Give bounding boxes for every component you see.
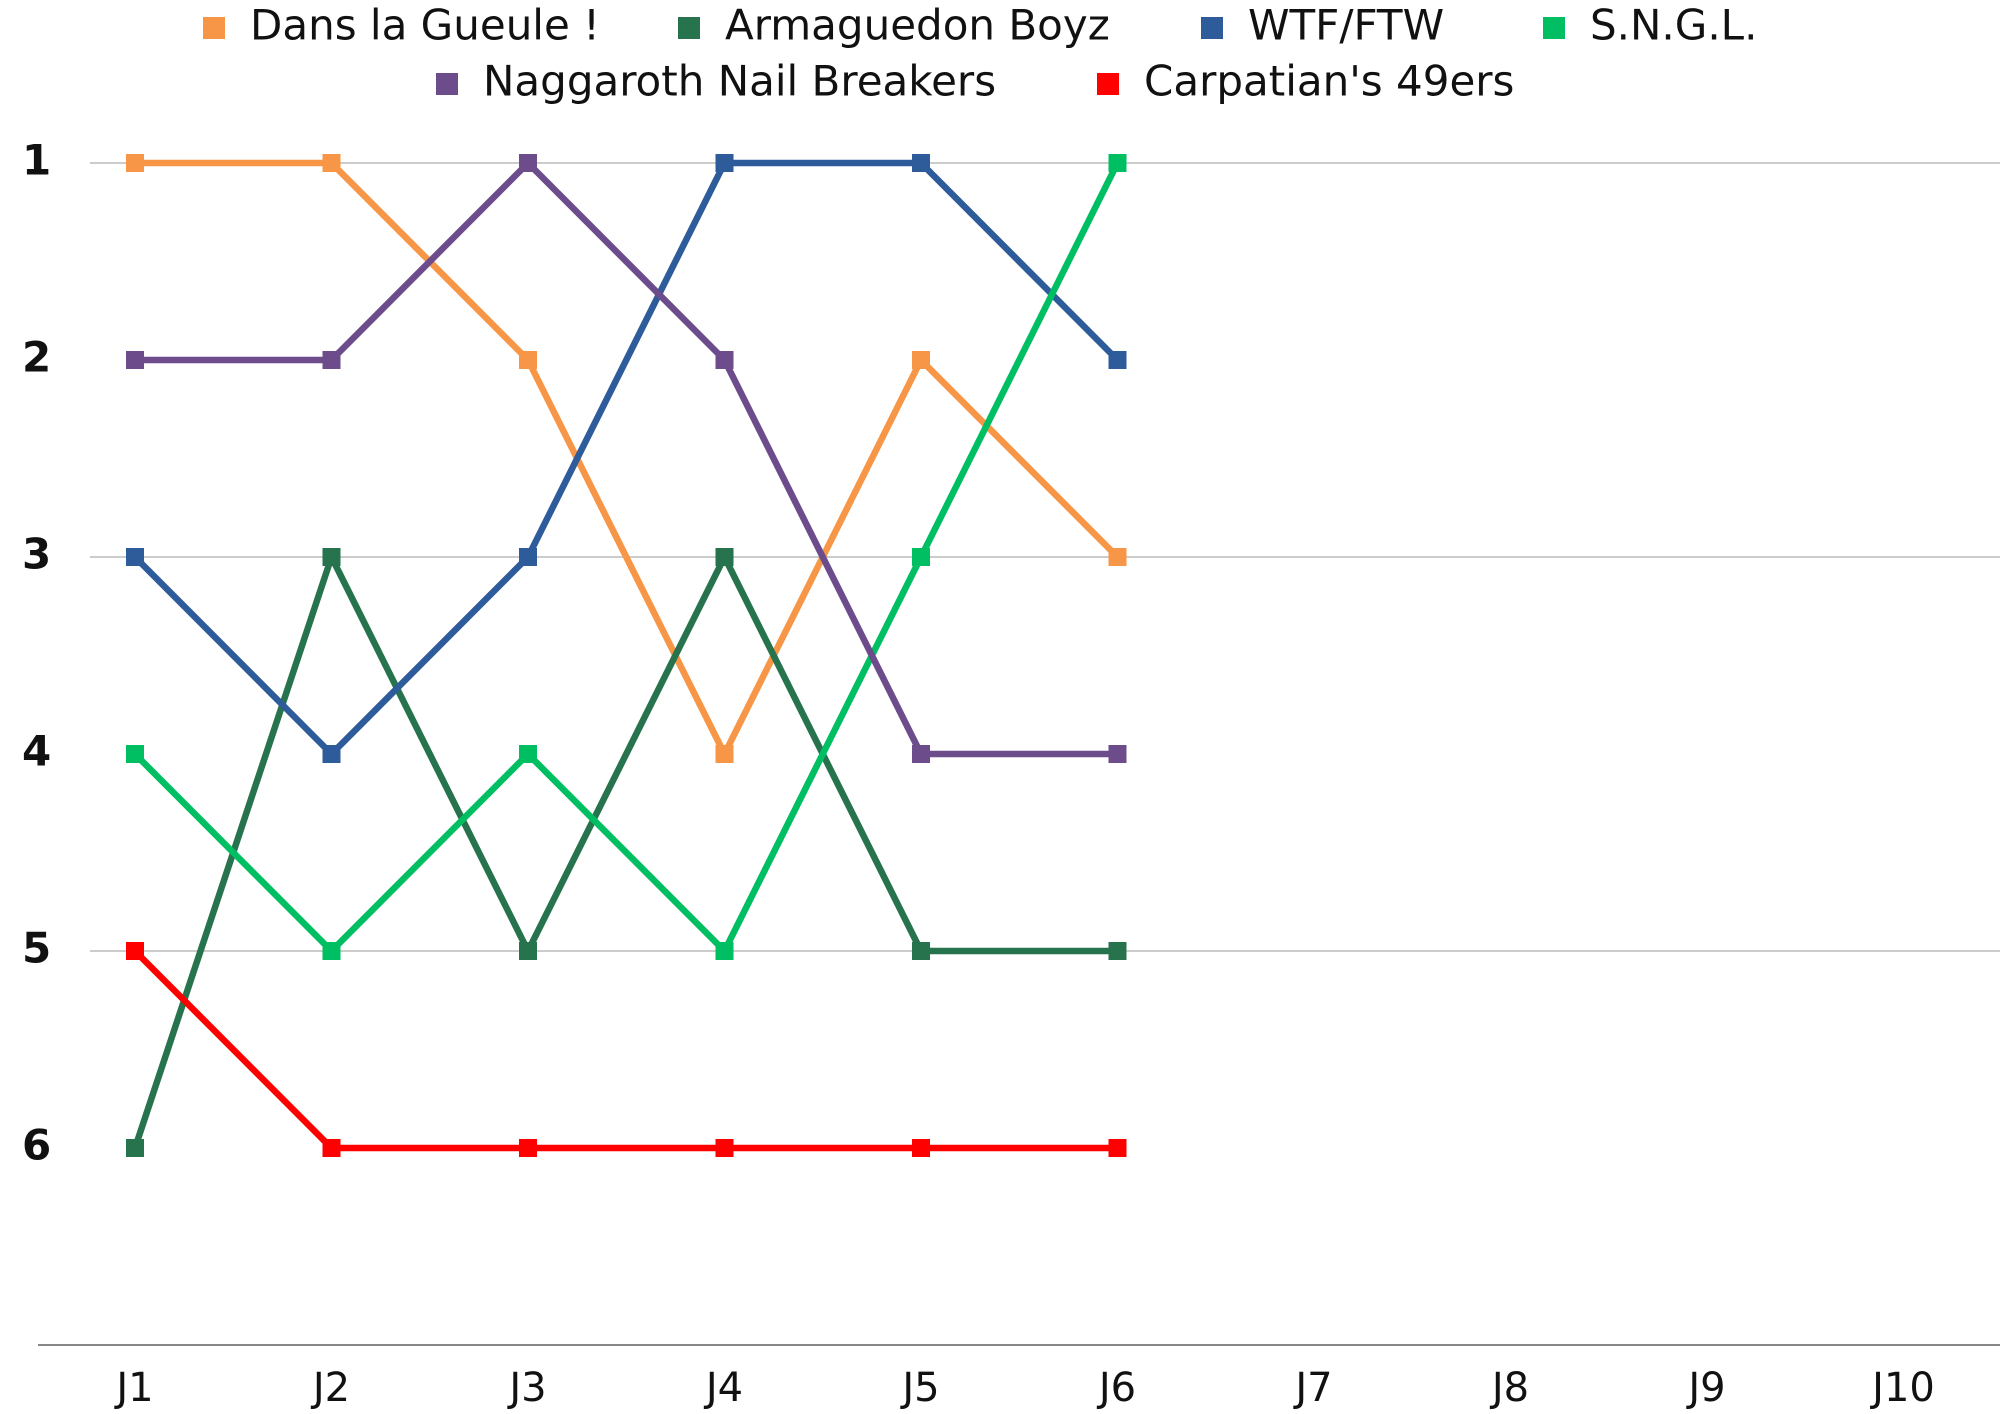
point-marker xyxy=(715,1139,734,1157)
legend-label: Armaguedon Boyz xyxy=(725,1,1110,50)
x-tick-label: J1 xyxy=(113,1365,153,1411)
legend-swatch xyxy=(203,17,225,39)
point-marker xyxy=(519,351,537,369)
legend-label: WTF/FTW xyxy=(1248,1,1444,50)
point-marker xyxy=(519,942,537,960)
point-marker xyxy=(912,745,930,763)
x-tick-label: J2 xyxy=(310,1365,350,1411)
series-line xyxy=(132,159,1120,758)
point-marker xyxy=(322,745,341,763)
series-line xyxy=(132,161,1121,955)
x-tick-label: J9 xyxy=(1685,1365,1725,1411)
point-marker xyxy=(1108,942,1127,960)
point-marker xyxy=(912,1139,930,1157)
point-marker xyxy=(1108,745,1127,763)
point-marker xyxy=(126,1139,144,1157)
y-tick-label: 6 xyxy=(22,1121,51,1170)
y-tick-label: 3 xyxy=(22,530,51,579)
point-marker xyxy=(1108,548,1127,566)
point-marker xyxy=(1108,1139,1127,1157)
point-marker xyxy=(715,154,734,172)
series-line xyxy=(131,553,1118,1150)
y-tick-label: 4 xyxy=(22,727,51,776)
x-tick-label: J4 xyxy=(703,1365,743,1411)
series-line xyxy=(132,948,1118,1152)
point-marker xyxy=(322,942,341,960)
legend-label: Carpatian's 49ers xyxy=(1144,57,1514,106)
point-marker xyxy=(1108,154,1127,172)
x-tick-label: J10 xyxy=(1869,1365,1935,1411)
point-marker xyxy=(322,351,341,369)
legend-swatch xyxy=(436,73,458,95)
point-marker xyxy=(519,1139,537,1157)
point-marker xyxy=(126,745,144,763)
point-marker xyxy=(715,745,734,763)
legend-swatch xyxy=(678,17,700,39)
point-marker xyxy=(715,548,734,566)
legend-label: Dans la Gueule ! xyxy=(250,1,600,50)
point-marker xyxy=(912,351,930,369)
point-marker xyxy=(519,745,537,763)
point-marker xyxy=(322,1139,341,1157)
point-marker xyxy=(912,548,930,566)
point-marker xyxy=(126,351,144,369)
x-tick-label: J6 xyxy=(1096,1365,1136,1411)
point-marker xyxy=(519,154,537,172)
x-tick-label: J8 xyxy=(1489,1365,1529,1411)
y-tick-label: 2 xyxy=(22,333,51,382)
series-line xyxy=(135,159,1120,758)
legend-label: Naggaroth Nail Breakers xyxy=(483,57,996,106)
x-tick-label: J3 xyxy=(506,1365,546,1411)
point-marker xyxy=(519,548,537,566)
y-tick-label: 5 xyxy=(22,924,51,973)
point-marker xyxy=(322,548,341,566)
point-marker xyxy=(126,942,144,960)
point-marker xyxy=(1108,351,1127,369)
legend-swatch xyxy=(1201,17,1223,39)
legend-swatch xyxy=(1097,73,1119,95)
x-tick-label: J5 xyxy=(899,1365,939,1411)
point-marker xyxy=(126,548,144,566)
point-marker xyxy=(126,154,144,172)
x-tick-label: J7 xyxy=(1292,1365,1332,1411)
point-marker xyxy=(715,942,734,960)
legend-label: S.N.G.L. xyxy=(1590,1,1757,50)
point-marker xyxy=(715,351,734,369)
series-line xyxy=(135,159,1118,758)
point-marker xyxy=(912,154,930,172)
point-marker xyxy=(912,942,930,960)
point-marker xyxy=(322,154,341,172)
y-tick-label: 1 xyxy=(22,136,51,185)
legend-swatch xyxy=(1543,17,1565,39)
